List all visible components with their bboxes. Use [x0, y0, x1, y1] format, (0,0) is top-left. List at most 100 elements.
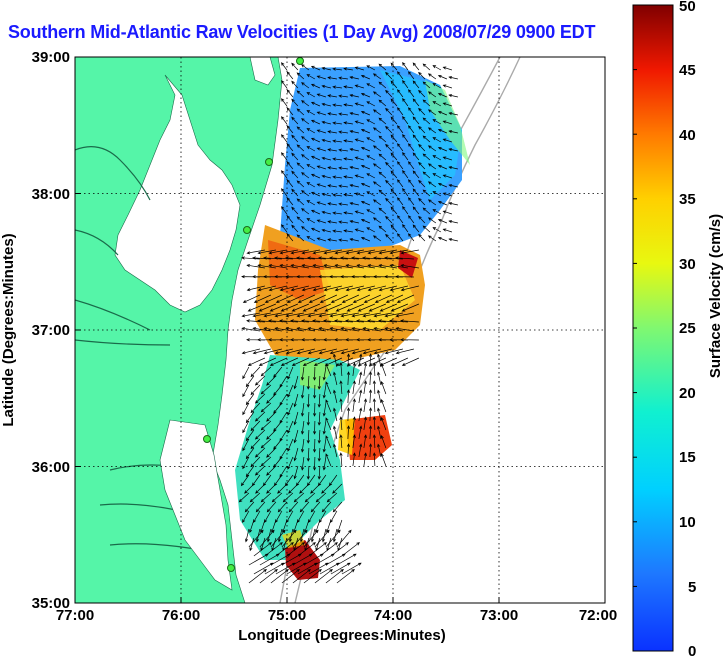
velocity-vector — [249, 537, 255, 552]
velocity-vector — [250, 438, 261, 450]
velocity-vector — [389, 319, 408, 323]
velocity-vector — [264, 294, 283, 303]
velocity-vector — [343, 103, 353, 107]
velocity-vector — [432, 119, 442, 125]
velocity-vector — [422, 225, 431, 233]
velocity-vector — [339, 398, 343, 413]
velocity-vector — [329, 326, 348, 332]
velocity-vector — [254, 447, 266, 458]
velocity-vector — [345, 319, 364, 323]
velocity-vector — [318, 312, 337, 318]
velocity-vector — [427, 91, 437, 98]
velocity-vector — [332, 67, 342, 71]
velocity-vector — [360, 74, 371, 80]
station-marker — [203, 435, 211, 443]
velocity-vector — [378, 207, 387, 215]
velocity-vector — [332, 157, 342, 161]
velocity-vector — [310, 209, 321, 215]
velocity-vector — [253, 294, 272, 303]
velocity-vector — [389, 249, 408, 255]
velocity-vector — [321, 138, 331, 143]
velocity-vector — [281, 80, 288, 89]
velocity-vector — [358, 353, 363, 368]
velocity-vector — [317, 429, 321, 444]
velocity-vector — [390, 206, 398, 215]
velocity-vector — [397, 179, 404, 188]
velocity-vector — [338, 112, 348, 116]
colorbar-label: Surface Velocity (cm/s) — [707, 214, 724, 378]
velocity-vector — [254, 375, 266, 386]
velocity-vector — [360, 164, 371, 170]
velocity-vector — [349, 165, 359, 170]
velocity-vector — [378, 189, 387, 197]
velocity-vector — [301, 100, 310, 107]
velocity-vector — [352, 434, 356, 449]
velocity-vector — [325, 435, 332, 449]
velocity-vector — [378, 249, 397, 255]
velocity-vector — [312, 285, 331, 292]
velocity-vector — [408, 125, 415, 134]
velocity-vector — [319, 294, 338, 303]
velocity-vector — [288, 483, 299, 494]
velocity-vector — [400, 285, 419, 292]
velocity-vector — [373, 256, 392, 260]
velocity-vector — [281, 206, 288, 215]
velocity-vector — [291, 134, 299, 143]
velocity-vector — [385, 294, 404, 303]
velocity-vector — [372, 380, 377, 395]
velocity-vector — [299, 483, 310, 494]
velocity-vector — [352, 380, 356, 395]
velocity-vector — [325, 417, 332, 431]
velocity-vector — [422, 171, 431, 179]
velocity-vector — [346, 389, 351, 404]
velocity-vector — [366, 119, 376, 125]
velocity-vector — [316, 129, 327, 134]
velocity-vector — [306, 236, 316, 242]
velocity-vector — [252, 312, 271, 318]
velocity-vector — [412, 170, 420, 179]
velocity-vector — [343, 139, 353, 143]
velocity-vector — [292, 529, 308, 548]
velocity-vector — [390, 170, 398, 179]
velocity-vector — [248, 569, 267, 584]
velocity-vector — [354, 174, 365, 179]
velocity-vector — [281, 553, 302, 566]
velocity-vector — [377, 353, 382, 368]
velocity-vector — [310, 191, 321, 197]
velocity-vector — [255, 501, 266, 513]
velocity-vector — [358, 389, 363, 404]
velocity-vector — [412, 98, 420, 107]
velocity-vector — [422, 81, 431, 89]
velocity-vector — [308, 294, 327, 303]
velocity-vector — [384, 256, 403, 260]
grid-lines — [75, 57, 605, 603]
velocity-vector — [327, 184, 337, 188]
velocity-vector — [242, 402, 250, 416]
velocity-vector — [297, 562, 318, 575]
velocity-vector — [338, 148, 348, 152]
velocity-vector — [300, 402, 305, 417]
velocity-vector — [339, 434, 343, 449]
velocity-vector — [408, 197, 415, 206]
velocity-vector — [354, 120, 365, 125]
velocity-vector — [395, 275, 414, 279]
velocity-vector — [316, 201, 327, 206]
velocity-vector — [310, 101, 321, 107]
x-tick-label: 72:00 — [579, 607, 617, 624]
velocity-vector — [432, 137, 442, 143]
velocity-vector — [402, 116, 409, 125]
velocity-vector — [378, 99, 387, 107]
velocity-vector — [408, 143, 415, 152]
velocity-vector — [310, 483, 321, 494]
velocity-vector — [332, 175, 342, 179]
velocity-vector — [321, 156, 331, 161]
velocity-vector — [254, 465, 266, 476]
velocity-vector — [293, 393, 299, 408]
velocity-vector — [372, 217, 382, 224]
velocity-vector — [238, 492, 250, 503]
velocity-vector — [291, 357, 310, 366]
velocity-vector — [301, 208, 310, 215]
velocity-vector — [427, 163, 437, 170]
velocity-vector — [301, 319, 320, 323]
